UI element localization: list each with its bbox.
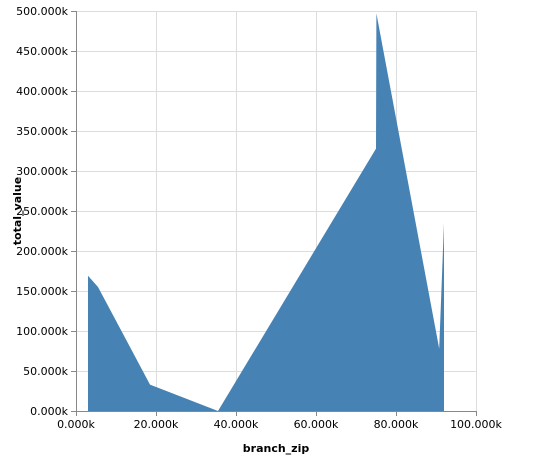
y-tick-label: 100.000k [16,325,68,338]
y-tick-label: 350.000k [16,125,68,138]
y-tick-label: 150.000k [16,285,68,298]
y-tick-label: 300.000k [16,165,68,178]
y-tick-label: 50.000k [23,365,68,378]
x-tick-label: 100.000k [450,418,502,431]
x-tick-label: 20.000k [134,418,179,431]
x-tick-label: 40.000k [214,418,259,431]
y-axis-ticks: 0.000k 50.000k 100.000k 150.000k 200.000k 250… [16,5,76,418]
x-axis-ticks: 0.000k 20.000k 40.000k 60.000k 80.000k 100.00… [57,411,503,431]
y-tick-label: 450.000k [16,45,68,58]
y-tick-label: 400.000k [16,85,68,98]
area-series [88,13,444,412]
y-axis-title: total_value [11,177,24,245]
y-tick-label: 0.000k [30,405,68,418]
y-tick-label: 200.000k [16,245,68,258]
x-tick-label: 80.000k [374,418,419,431]
y-tick-label: 500.000k [16,5,68,18]
x-tick-label: 0.000k [57,418,95,431]
y-tick-label: 250.000k [16,205,68,218]
axes [76,11,476,412]
grid [76,11,477,412]
area-fill [88,13,444,412]
x-tick-label: 60.000k [294,418,339,431]
x-axis-title: branch_zip [243,442,310,455]
